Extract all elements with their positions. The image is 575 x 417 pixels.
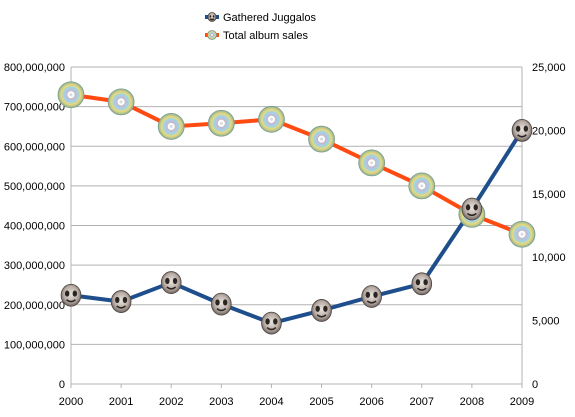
x-tick-label: 2001 bbox=[109, 396, 133, 408]
right-tick-label: 0 bbox=[532, 379, 538, 391]
x-tick-label: 2009 bbox=[510, 396, 534, 408]
album-sales-point bbox=[107, 88, 135, 116]
juggalos-point bbox=[110, 290, 132, 313]
series-lines bbox=[70, 92, 524, 326]
x-tick-label: 2000 bbox=[59, 396, 83, 408]
juggalos-point bbox=[211, 292, 232, 316]
left-tick-label: 500,000,000 bbox=[4, 181, 65, 193]
gridlines bbox=[71, 66, 522, 345]
legend-label: Gathered Juggalos bbox=[223, 12, 316, 24]
album-sales-point bbox=[207, 109, 235, 137]
x-axis-ticks: 2000 2001 2002 2003 2004 2005 2006 2007 2008 2009 bbox=[59, 384, 534, 408]
juggalos-point bbox=[160, 271, 182, 294]
left-tick-label: 300,000,000 bbox=[4, 260, 65, 272]
x-tick-label: 2008 bbox=[460, 396, 484, 408]
juggalos-point bbox=[461, 197, 483, 221]
album-sales-point bbox=[508, 220, 536, 248]
x-tick-label: 2007 bbox=[410, 396, 434, 408]
left-axis-ticks: 0 100,000,000 200,000,000 300,000,000 400,00… bbox=[4, 62, 65, 391]
right-tick-label: 5,000 bbox=[532, 316, 560, 328]
x-tick-label: 2003 bbox=[209, 396, 233, 408]
right-tick-label: 15,000 bbox=[532, 189, 566, 201]
juggalos-point bbox=[511, 118, 533, 142]
left-tick-label: 400,000,000 bbox=[4, 221, 65, 233]
right-axis-ticks: 0 5,000 10,000 15,000 20,000 25,000 bbox=[532, 62, 566, 391]
x-tick-label: 2006 bbox=[359, 396, 383, 408]
left-tick-label: 200,000,000 bbox=[4, 300, 65, 312]
legend: Gathered Juggalos Total album sales bbox=[205, 12, 316, 42]
series-line-juggalos bbox=[70, 129, 524, 326]
left-tick-label: 600,000,000 bbox=[4, 141, 65, 153]
juggalos-point bbox=[261, 311, 282, 335]
left-tick-label: 100,000,000 bbox=[4, 339, 65, 351]
juggalos-point bbox=[311, 299, 332, 322]
legend-label: Total album sales bbox=[223, 30, 308, 42]
album-sales-point bbox=[358, 149, 386, 177]
legend-item: Gathered Juggalos bbox=[205, 12, 316, 24]
juggalos-point bbox=[361, 285, 382, 308]
album-sales-point bbox=[258, 105, 285, 133]
legend-item: Total album sales bbox=[205, 30, 308, 42]
juggalos-point bbox=[60, 283, 82, 307]
left-tick-label: 700,000,000 bbox=[4, 102, 65, 114]
series-markers bbox=[57, 81, 536, 335]
album-sales-point bbox=[157, 113, 185, 140]
left-tick-label: 800,000,000 bbox=[4, 62, 65, 74]
album-sales-point bbox=[57, 81, 85, 109]
series-line-album-sales bbox=[70, 92, 523, 237]
album-sales-point bbox=[408, 172, 436, 200]
right-tick-label: 10,000 bbox=[532, 252, 566, 264]
x-tick-label: 2004 bbox=[259, 396, 283, 408]
juggalos-point bbox=[411, 272, 433, 296]
album-sales-point bbox=[308, 125, 335, 153]
x-tick-label: 2005 bbox=[309, 396, 333, 408]
cd-disc-icon bbox=[207, 30, 217, 40]
left-tick-label: 0 bbox=[59, 379, 65, 391]
juggalo-face-icon bbox=[207, 12, 217, 22]
right-tick-label: 20,000 bbox=[532, 125, 566, 137]
right-tick-label: 25,000 bbox=[532, 62, 566, 74]
x-tick-label: 2002 bbox=[159, 396, 183, 408]
